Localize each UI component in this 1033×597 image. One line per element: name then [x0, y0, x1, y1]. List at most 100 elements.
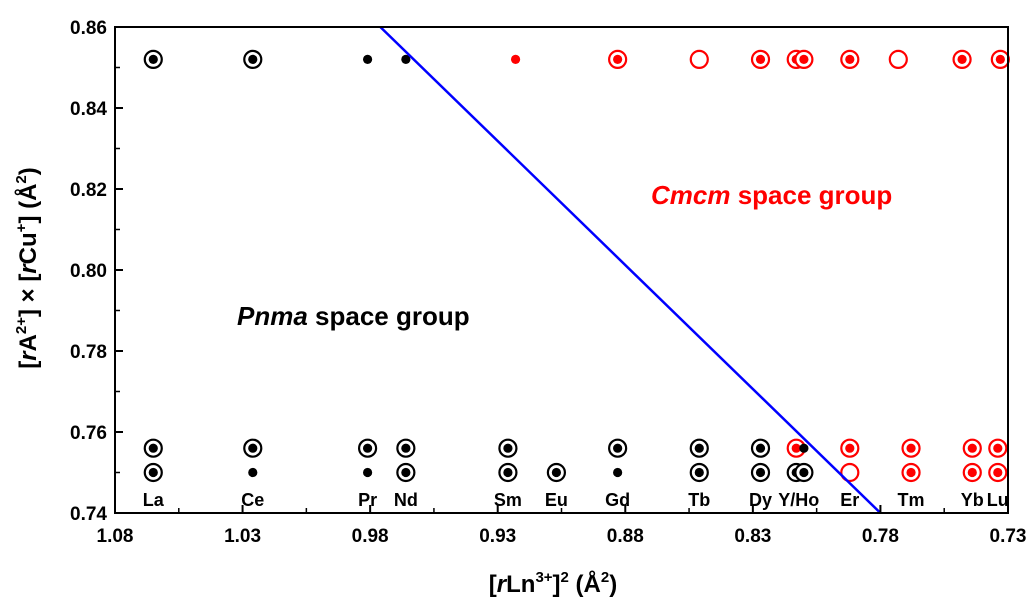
element-label: Ce — [241, 490, 264, 510]
point-dot — [755, 467, 766, 478]
data-point-dot_ring — [952, 49, 972, 70]
point-dot — [401, 443, 411, 453]
pnma-annotation: Pnma space group — [237, 301, 470, 331]
point-dot — [967, 443, 977, 453]
data-point-dot_ring — [498, 438, 518, 458]
element-labels: La Ce Pr Nd Sm Eu Gd Tb Dy Y/Ho Er Tm Yb Lu — [143, 490, 1009, 510]
x-tick-label: 1.08 — [97, 526, 134, 547]
x-tick-label: 0.83 — [734, 526, 771, 547]
data-point-dot_ring — [243, 49, 263, 70]
data-point-dot_ring — [546, 462, 566, 483]
data-point-dot_ring — [990, 49, 1010, 70]
data-point-dot_ring — [357, 438, 378, 458]
data-point-dot_ring — [498, 462, 518, 483]
data-point-dot_ring — [840, 49, 860, 70]
point-dot — [995, 54, 1005, 64]
data-point-dot — [401, 54, 411, 64]
x-tick-label: 0.88 — [607, 526, 644, 547]
y-tick-label: 0.74 — [70, 504, 107, 525]
data-point-dot_ring — [962, 462, 982, 483]
data-point-dot_ring — [689, 438, 709, 458]
data-point-dot_ring — [840, 438, 860, 458]
point-dot — [503, 467, 513, 478]
data-point-ring — [840, 462, 860, 483]
element-label: Gd — [605, 490, 630, 510]
point-dot — [845, 443, 855, 453]
point-dot — [148, 54, 158, 64]
element-label: La — [143, 490, 165, 510]
point-dot — [906, 467, 916, 478]
data-point-ring — [888, 49, 908, 70]
data-point-dot_ring — [750, 438, 771, 458]
element-label: Tb — [688, 490, 710, 510]
x-tick-label: 0.98 — [352, 526, 389, 547]
element-label: Yb — [961, 490, 984, 510]
element-label: Eu — [545, 490, 568, 510]
point-dot — [510, 54, 521, 64]
x-tick-label: 0.93 — [479, 526, 516, 547]
point-dot — [248, 467, 258, 478]
y-tick-label: 0.86 — [70, 18, 107, 39]
x-tick-label: 0.78 — [862, 526, 899, 547]
point-dot — [401, 54, 411, 64]
x-tick-label: 1.03 — [224, 526, 261, 547]
point-ring — [840, 462, 860, 483]
x-tick-label: 0.73 — [990, 526, 1027, 547]
point-dot — [362, 467, 373, 478]
data-point-dot — [362, 54, 373, 64]
element-label: Sm — [494, 490, 522, 510]
point-dot — [613, 467, 623, 478]
element-label: Y/Ho — [778, 490, 819, 510]
point-dot — [362, 54, 373, 64]
point-dot — [993, 443, 1003, 453]
point-dot — [799, 54, 809, 64]
element-label: Pr — [358, 490, 377, 510]
data-point-dot_ring — [608, 438, 628, 458]
cmcm-annotation: Cmcm space group — [651, 180, 892, 210]
point-dot — [967, 467, 977, 478]
data-point-dot_ring — [901, 438, 921, 458]
data-point-dot_ring — [396, 438, 416, 458]
y-tick-label: 0.80 — [70, 261, 107, 282]
element-label: Tm — [898, 490, 925, 510]
point-dot — [613, 54, 623, 64]
axis-ticks: 1.08 1.03 0.98 0.93 0.88 0.83 0.78 0.73 0.74 0.76… — [70, 18, 1026, 547]
point-dot — [799, 443, 809, 453]
y-tick-label: 0.82 — [70, 180, 107, 201]
data-point-dot_ring — [988, 438, 1008, 458]
point-dot — [248, 443, 258, 453]
element-label: Lu — [987, 490, 1009, 510]
data-point-dot_ring — [901, 462, 921, 483]
element-label: Er — [840, 490, 859, 510]
point-dot — [503, 443, 513, 453]
data-point-dot_ring — [608, 49, 628, 70]
point-dot — [148, 443, 158, 453]
pnma-italic: Pnma — [237, 301, 308, 331]
element-label: Nd — [394, 490, 418, 510]
y-tick-label: 0.78 — [70, 342, 107, 363]
data-point-ring — [689, 49, 709, 70]
cmcm-italic: Cmcm — [651, 180, 730, 210]
point-dot — [993, 467, 1003, 478]
element-label: Dy — [749, 490, 772, 510]
point-dot — [248, 54, 258, 64]
data-point-dot_ring — [750, 49, 771, 70]
data-point-dot_ring — [143, 462, 163, 483]
point-dot — [799, 467, 809, 478]
cmcm-rest: space group — [730, 180, 892, 210]
data-point-dot — [613, 467, 623, 478]
x-axis-title: [rLn3+]2 (Å2) — [489, 569, 617, 597]
data-point-dot — [510, 54, 521, 64]
data-point-dot_ring — [396, 462, 416, 483]
pnma-rest: space group — [308, 301, 470, 331]
data-point-dot_ring — [143, 438, 163, 458]
phase-boundary-line — [379, 26, 882, 514]
data-point-dot_ring — [794, 49, 814, 70]
y-axis-title: [rA2+] × [rCu+] (Å2) — [13, 167, 42, 369]
data-points — [143, 49, 1010, 483]
point-dot — [755, 443, 766, 453]
point-dot — [613, 443, 623, 453]
data-point-dot_ring — [962, 438, 982, 458]
point-ring — [689, 49, 709, 70]
data-point-dot — [799, 443, 809, 453]
